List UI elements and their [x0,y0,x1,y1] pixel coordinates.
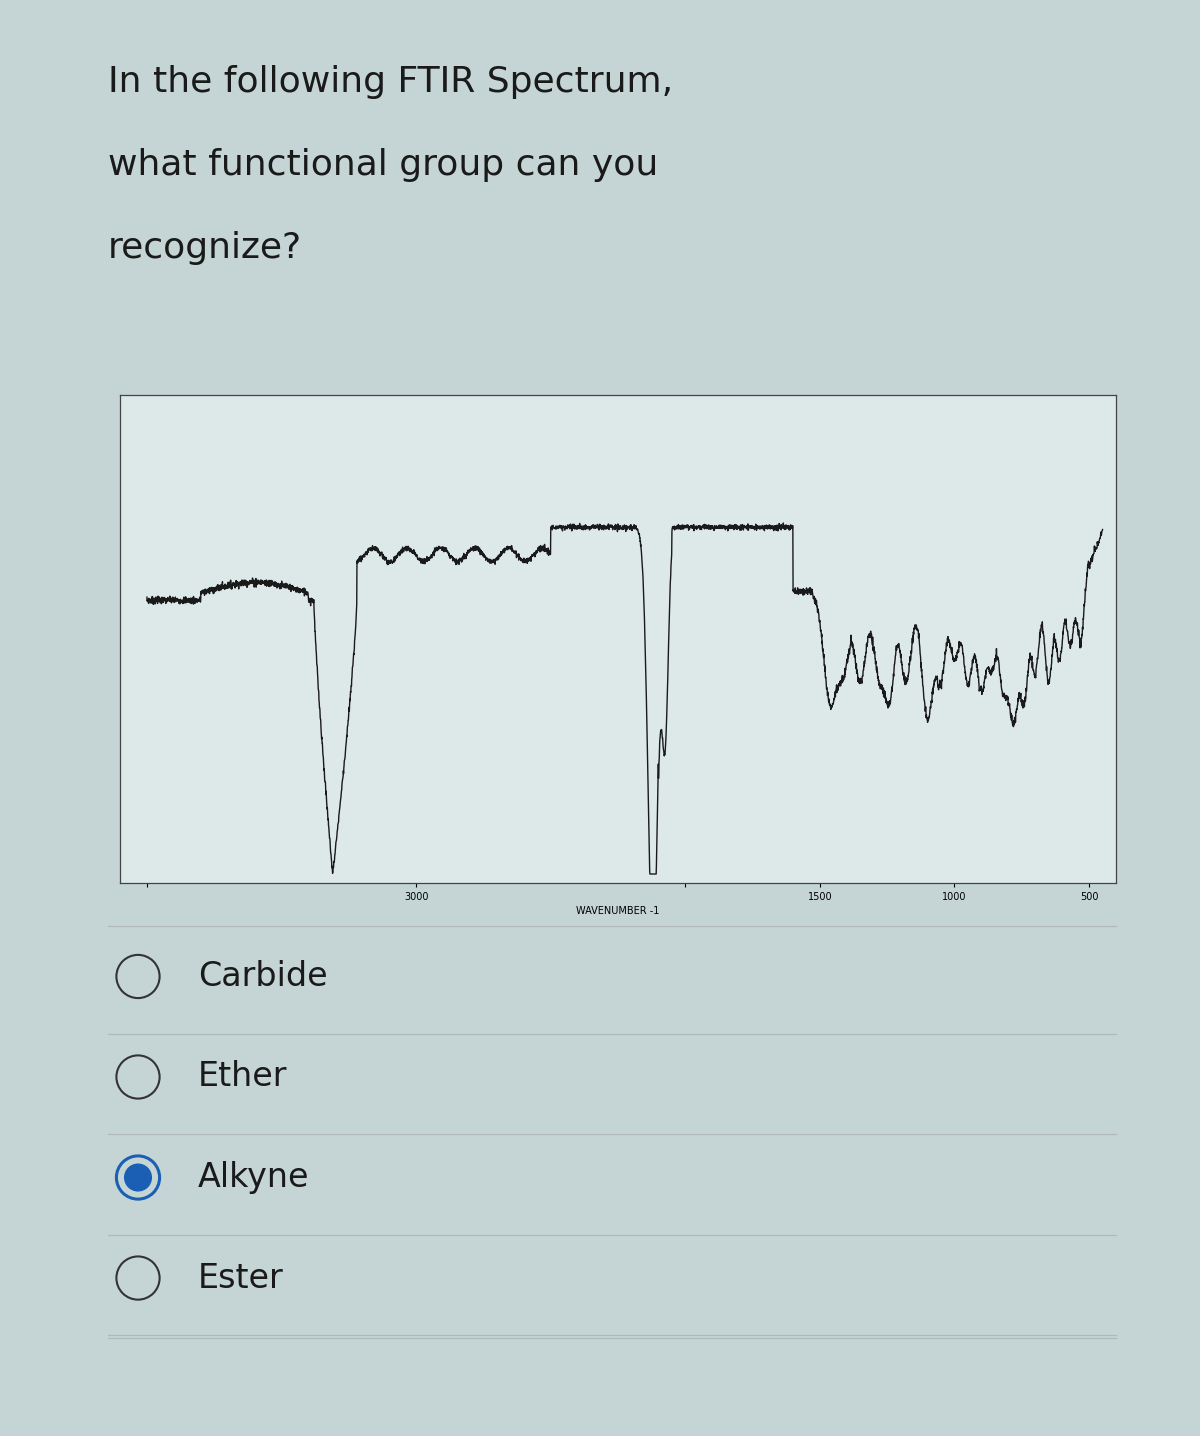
Text: Ether: Ether [198,1061,288,1093]
Text: what functional group can you: what functional group can you [108,148,659,182]
Text: Carbide: Carbide [198,961,328,992]
Text: Alkyne: Alkyne [198,1162,310,1193]
Text: In the following FTIR Spectrum,: In the following FTIR Spectrum, [108,65,673,99]
X-axis label: WAVENUMBER -1: WAVENUMBER -1 [576,906,660,916]
Text: recognize?: recognize? [108,231,302,266]
Text: Ester: Ester [198,1262,283,1294]
